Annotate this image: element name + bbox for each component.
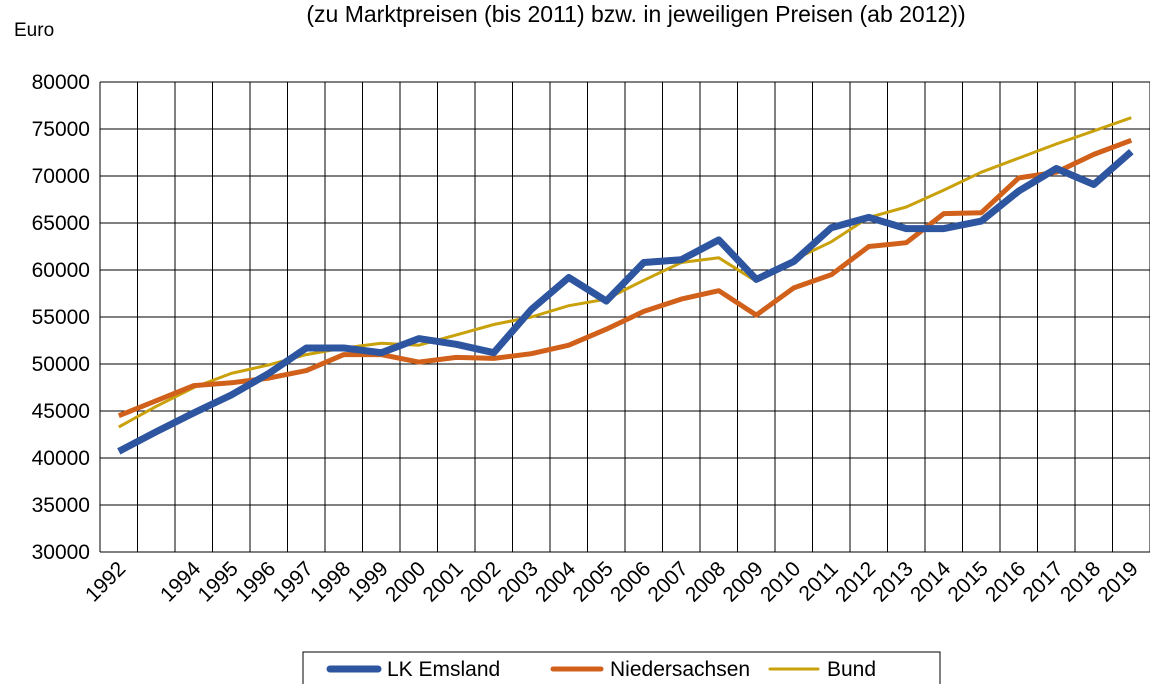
x-tick-label: 2010 bbox=[756, 557, 805, 606]
x-tick-label: 1996 bbox=[231, 557, 280, 606]
x-tick-label: 2013 bbox=[868, 557, 917, 606]
y-tick-label: 75000 bbox=[32, 118, 90, 141]
x-tick-label: 2018 bbox=[1056, 557, 1105, 606]
x-tick-label: 2015 bbox=[943, 557, 992, 606]
x-tick-label: 2014 bbox=[906, 557, 956, 607]
x-tick-label: 2006 bbox=[606, 557, 655, 606]
y-tick-label: 50000 bbox=[32, 353, 90, 376]
x-tick-label: 2004 bbox=[531, 557, 581, 607]
y-axis-label: Euro bbox=[14, 20, 54, 41]
x-tick-label: 1995 bbox=[193, 557, 242, 606]
x-tick-label: 2000 bbox=[381, 557, 430, 606]
x-tick-label: 1997 bbox=[268, 557, 317, 606]
x-tick-label: 2005 bbox=[568, 557, 617, 606]
x-tick-label: 1992 bbox=[81, 557, 130, 606]
x-tick-label: 1994 bbox=[156, 557, 206, 607]
legend-label: Niedersachsen bbox=[610, 658, 750, 681]
x-tick-label: 2008 bbox=[681, 557, 730, 606]
x-tick-label: 1999 bbox=[343, 557, 392, 606]
y-tick-label: 80000 bbox=[32, 71, 90, 94]
x-tick-label: 2016 bbox=[981, 557, 1030, 606]
x-tick-label: 2009 bbox=[718, 557, 767, 606]
x-tick-label: 2019 bbox=[1093, 557, 1142, 606]
y-tick-label: 30000 bbox=[32, 541, 90, 564]
y-tick-label: 65000 bbox=[32, 212, 90, 235]
legend-box bbox=[302, 651, 941, 684]
x-tick-label: 2002 bbox=[456, 557, 505, 606]
legend-label: Bund bbox=[827, 658, 876, 681]
x-tick-label: 2003 bbox=[493, 557, 542, 606]
x-tick-label: 1998 bbox=[306, 557, 355, 606]
x-tick-label: 2012 bbox=[831, 557, 880, 606]
chart-title: (zu Marktpreisen (bis 2011) bzw. in jewe… bbox=[306, 1, 965, 27]
y-tick-label: 35000 bbox=[32, 494, 90, 517]
y-tick-label: 70000 bbox=[32, 165, 90, 188]
series-line bbox=[117, 137, 1133, 419]
y-tick-label: 45000 bbox=[32, 400, 90, 423]
y-tick-label: 60000 bbox=[32, 259, 90, 282]
x-tick-label: 2017 bbox=[1018, 557, 1067, 606]
y-tick-label: 40000 bbox=[32, 447, 90, 470]
series-line bbox=[117, 148, 1134, 455]
x-tick-label: 2007 bbox=[643, 557, 692, 606]
x-tick-label: 2011 bbox=[795, 557, 843, 605]
y-tick-label: 55000 bbox=[32, 306, 90, 329]
legend-label: LK Emsland bbox=[387, 658, 500, 681]
x-tick-label: 2001 bbox=[418, 557, 467, 606]
